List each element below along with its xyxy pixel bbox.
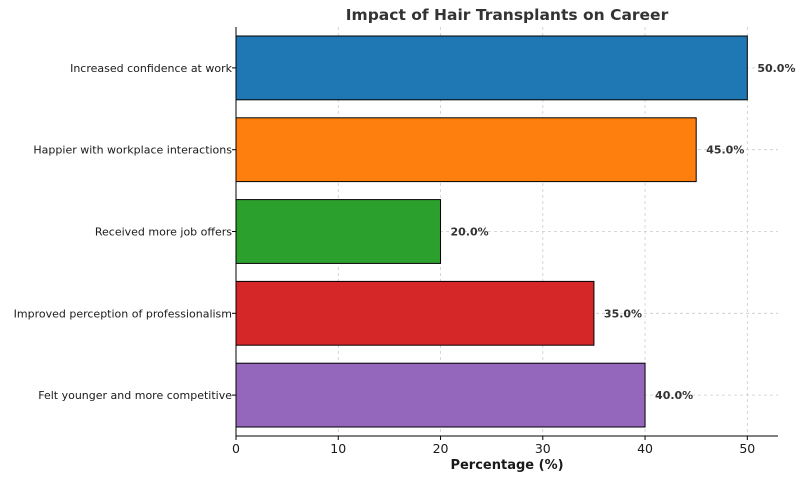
x-tick-label: 10 — [330, 441, 346, 456]
y-tick-label-3: Received more job offers — [95, 226, 232, 239]
bar-4 — [235, 280, 595, 346]
chart-title: Impact of Hair Transplants on Career — [346, 6, 669, 24]
bars — [235, 35, 748, 428]
x-tick-label: 50 — [739, 441, 755, 456]
x-tick-label: 40 — [637, 441, 653, 456]
bar-5 — [235, 362, 646, 428]
x-tick-label: 30 — [535, 441, 551, 456]
bar-1 — [235, 35, 748, 101]
y-tick-label-2: Happier with workplace interactions — [33, 144, 232, 157]
data-label-4: 35.0% — [604, 307, 642, 320]
data-label-5: 40.0% — [655, 389, 693, 402]
x-tick-label: 0 — [232, 441, 240, 456]
y-tick-label-5: Felt younger and more competitive — [38, 389, 232, 402]
y-tick-label-1: Increased confidence at work — [70, 62, 233, 75]
x-axis-label: Percentage (%) — [450, 458, 563, 473]
data-label-3: 20.0% — [451, 226, 489, 239]
axes — [232, 27, 778, 440]
data-label-1: 50.0% — [757, 62, 795, 75]
y-tick-label-4: Improved perception of professionalism — [14, 307, 232, 320]
data-label-2: 45.0% — [706, 144, 744, 157]
x-tick-label: 20 — [433, 441, 449, 456]
labels: 50.0% Increased confidence at work 45.0% Ha… — [14, 62, 796, 456]
bar-3 — [235, 199, 442, 264]
bar-2 — [235, 117, 697, 183]
